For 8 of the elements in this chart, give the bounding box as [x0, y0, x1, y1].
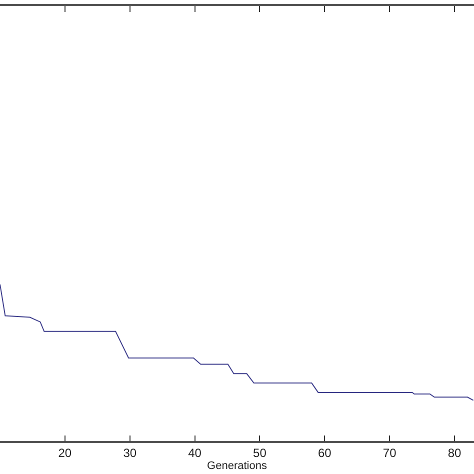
- x-tick-label: 30: [123, 446, 137, 460]
- x-tick-label: 50: [253, 446, 267, 460]
- x-tick-label: 60: [318, 446, 332, 460]
- x-tick-label: 80: [448, 446, 462, 460]
- x-tick-label: 70: [382, 446, 397, 460]
- x-tick-label: 40: [188, 446, 202, 460]
- x-axis-title: Generations: [207, 460, 268, 472]
- x-tick-label: 20: [58, 446, 72, 460]
